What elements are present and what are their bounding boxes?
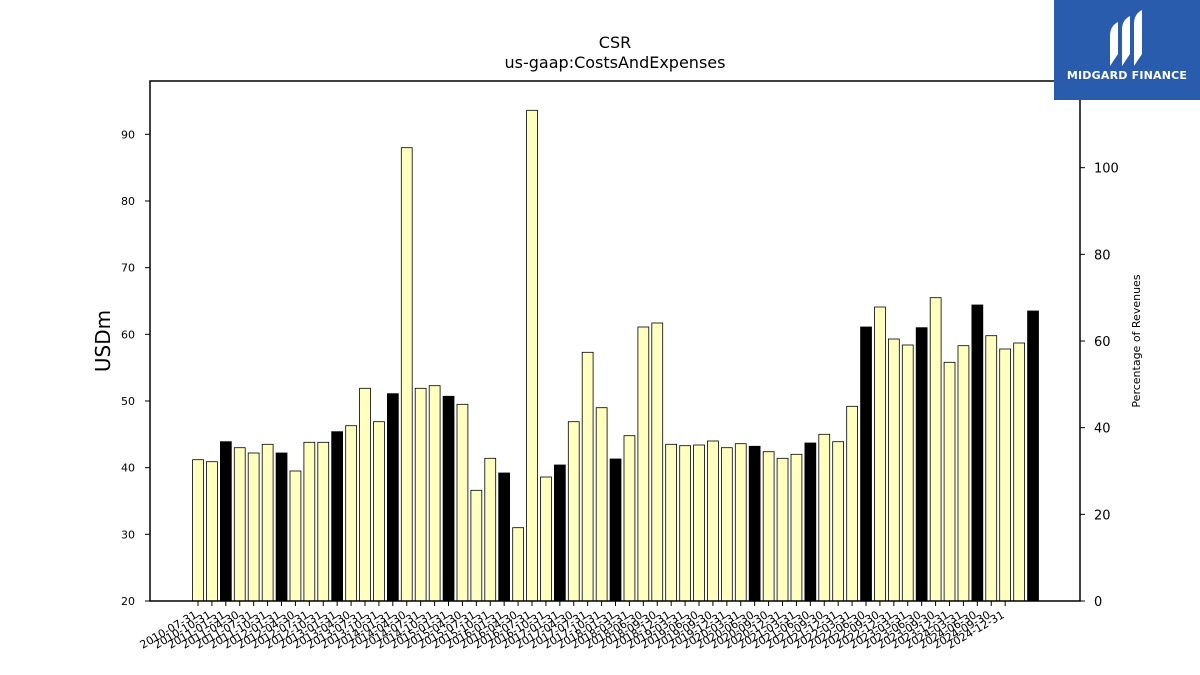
bar xyxy=(665,443,678,602)
bar xyxy=(721,447,733,602)
bar xyxy=(206,461,218,602)
bar xyxy=(818,433,831,602)
y-tick-label: 90 xyxy=(121,128,135,141)
bar xyxy=(1027,310,1039,602)
y-tick-label: 80 xyxy=(121,195,135,208)
bar xyxy=(261,443,274,602)
bar xyxy=(581,351,594,602)
bar xyxy=(790,453,803,602)
bar xyxy=(470,489,483,602)
y2-tick-label: 0 xyxy=(1094,595,1102,610)
bar xyxy=(943,361,956,602)
y-tick-label: 50 xyxy=(121,395,135,408)
bar xyxy=(414,387,427,602)
bar xyxy=(275,452,288,602)
bar xyxy=(971,304,984,602)
bar xyxy=(442,395,455,602)
y2-tick-label: 40 xyxy=(1094,422,1111,437)
bar xyxy=(595,407,608,602)
bar xyxy=(679,445,692,602)
y2-axis-label: Percentage of Revenues xyxy=(1130,274,1143,407)
bar xyxy=(1013,342,1026,602)
bar xyxy=(219,441,232,602)
bar xyxy=(748,445,761,602)
bar xyxy=(233,447,246,602)
bar xyxy=(498,472,511,602)
bar xyxy=(915,327,928,602)
bar xyxy=(317,441,330,602)
bar xyxy=(303,441,316,602)
y-axis-left: 20 30 40 50 60 70 80 90 xyxy=(121,128,150,608)
y-tick-label: 70 xyxy=(121,262,135,275)
bar xyxy=(901,344,914,602)
bar xyxy=(846,405,859,602)
bar xyxy=(623,435,636,602)
bar xyxy=(888,338,900,602)
bar xyxy=(734,443,747,602)
bar xyxy=(929,297,942,602)
y-tick-label: 30 xyxy=(121,528,135,541)
y-tick-label: 40 xyxy=(121,462,135,475)
bar xyxy=(331,431,344,602)
y2-tick-label: 100 xyxy=(1094,162,1119,177)
y-axis-label: USDm xyxy=(91,310,115,372)
bar xyxy=(428,385,441,602)
bar xyxy=(957,345,970,602)
bar xyxy=(512,527,525,602)
bar xyxy=(874,306,886,602)
bar xyxy=(192,459,204,602)
bar xyxy=(373,421,385,602)
bar xyxy=(776,457,789,602)
bar xyxy=(999,348,1012,602)
bar xyxy=(651,322,664,602)
y-tick-label: 60 xyxy=(121,328,135,341)
bar xyxy=(567,421,580,602)
y2-tick-label: 80 xyxy=(1094,248,1111,263)
chart-title: CSR xyxy=(599,33,631,52)
bar xyxy=(985,335,998,602)
bar xyxy=(762,451,775,602)
bar xyxy=(526,109,538,602)
bar xyxy=(860,326,872,602)
bar xyxy=(289,470,302,602)
bar xyxy=(554,464,566,602)
bar xyxy=(540,476,552,602)
y-axis-right: 0 20 40 60 80 100 xyxy=(1080,162,1119,610)
bar xyxy=(359,387,371,602)
bar xyxy=(832,441,845,602)
logo-mark-icon xyxy=(1110,10,1142,66)
bar xyxy=(456,403,469,602)
logo-text: MIDGARD FINANCE xyxy=(1066,69,1188,82)
bar xyxy=(386,393,399,602)
bar xyxy=(707,440,719,602)
brand-logo: MIDGARD FINANCE xyxy=(1054,0,1200,100)
bars-group xyxy=(192,109,1039,602)
bar xyxy=(804,442,817,602)
bar xyxy=(345,425,358,602)
chart-subtitle: us-gaap:CostsAndExpenses xyxy=(505,53,726,72)
y2-tick-label: 20 xyxy=(1094,508,1111,523)
bar xyxy=(484,457,497,602)
bar xyxy=(637,326,650,602)
y-tick-label: 20 xyxy=(121,595,135,608)
x-axis: 2010-07-312010-10-312011-01-312011-04-30… xyxy=(138,601,1007,652)
bar xyxy=(400,147,413,602)
bar xyxy=(609,458,622,602)
bar xyxy=(693,444,705,602)
bar xyxy=(247,452,260,602)
y2-tick-label: 60 xyxy=(1094,335,1111,350)
